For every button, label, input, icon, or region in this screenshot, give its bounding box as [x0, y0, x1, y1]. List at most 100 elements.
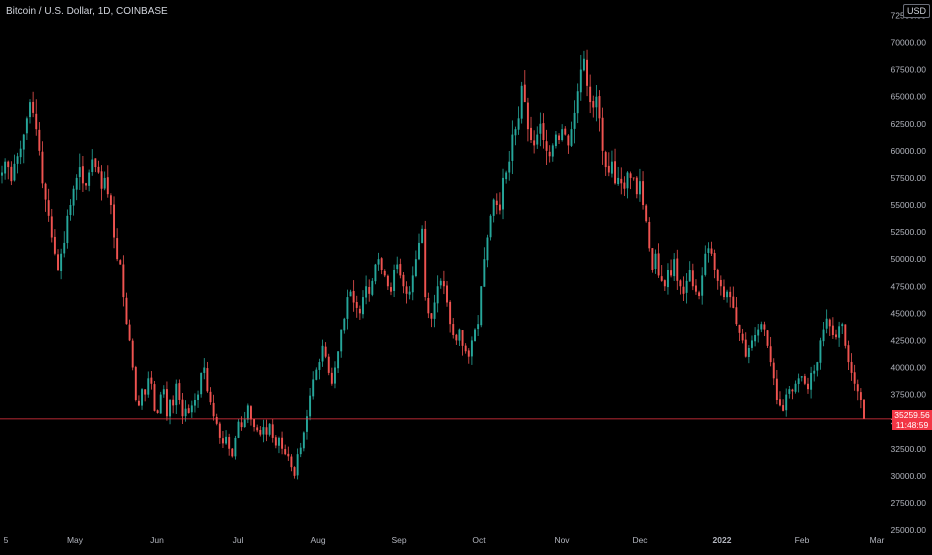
candle-body — [287, 453, 290, 457]
y-tick-label: 55000.00 — [891, 200, 927, 210]
bar-countdown: 11:48:59 — [895, 420, 929, 430]
candle-body — [794, 383, 797, 392]
candle-body — [604, 152, 607, 168]
candle-body — [225, 436, 228, 444]
candle-body — [722, 286, 725, 298]
candle-body — [576, 91, 579, 114]
candle-body — [134, 367, 137, 400]
candle-body — [271, 424, 274, 438]
y-tick-label: 67500.00 — [891, 65, 927, 75]
candle-body — [334, 367, 336, 384]
candle-body — [558, 135, 560, 140]
currency-selector-button[interactable]: USD — [903, 4, 931, 18]
candle-body — [181, 399, 184, 417]
candle-body — [203, 367, 206, 373]
candle-body — [91, 159, 94, 173]
candle-body — [277, 437, 280, 446]
candle-body — [539, 123, 542, 134]
candle-body — [542, 123, 545, 140]
candle-body — [766, 330, 769, 346]
candle-body — [352, 290, 355, 303]
candle-body — [125, 297, 128, 325]
current-price-value: 35259.56 — [894, 410, 930, 420]
candle-body — [159, 394, 162, 414]
candle-body — [306, 416, 308, 432]
candle-body — [617, 177, 620, 185]
candle-body — [744, 339, 747, 357]
candle-body — [698, 292, 701, 296]
candle-body — [632, 177, 635, 179]
candle-body — [595, 96, 598, 108]
candle-body — [296, 454, 299, 476]
candle-body — [209, 391, 212, 403]
candle-body — [402, 274, 405, 287]
candle-body — [470, 340, 473, 357]
candle-body — [477, 324, 480, 330]
candle-body — [430, 313, 433, 319]
candle-body — [467, 350, 470, 357]
candle-body — [165, 389, 168, 417]
candle-body — [838, 326, 841, 338]
x-tick-label: Aug — [310, 535, 325, 545]
x-tick-label: Jul — [233, 535, 244, 545]
candle-body — [237, 421, 240, 438]
candle-body — [657, 253, 660, 276]
candle-body — [779, 399, 781, 406]
candle-body — [614, 161, 617, 184]
candle-body — [231, 448, 234, 457]
candle-body — [474, 329, 476, 342]
candle-body — [299, 447, 302, 455]
candle-body — [259, 429, 262, 435]
candle-body — [502, 177, 504, 210]
y-tick-label: 37500.00 — [891, 390, 927, 400]
candle-body — [548, 151, 551, 157]
candle-body — [442, 281, 445, 287]
candle-body — [103, 177, 106, 189]
candle-body — [377, 259, 380, 265]
candle-body — [601, 117, 604, 151]
candle-body — [464, 345, 467, 352]
y-tick-label: 65000.00 — [891, 92, 927, 102]
candle-body — [635, 177, 638, 195]
candle-body — [234, 437, 237, 457]
candle-body — [800, 376, 803, 378]
candle-body — [399, 264, 402, 276]
candle-body — [863, 399, 865, 419]
candle-body — [670, 270, 673, 276]
candle-body — [526, 102, 529, 130]
candle-body — [309, 395, 312, 417]
candle-body — [150, 377, 153, 384]
y-tick-label: 30000.00 — [891, 471, 927, 481]
y-tick-label: 62500.00 — [891, 119, 927, 129]
candle-body — [131, 340, 134, 368]
candle-body — [78, 167, 81, 178]
candle-body — [713, 253, 716, 270]
candle-body — [648, 221, 651, 249]
candle-body — [564, 128, 567, 135]
candle-body — [35, 113, 38, 130]
candle-body — [393, 270, 396, 291]
candle-body — [324, 346, 327, 357]
candle-body — [19, 148, 22, 158]
candle-body — [461, 330, 464, 346]
candle-body — [206, 368, 209, 392]
candle-body — [586, 59, 589, 86]
candle-body — [844, 324, 847, 346]
candle-body — [405, 286, 408, 294]
candle-body — [676, 258, 679, 281]
candle-body — [682, 286, 685, 294]
candle-body — [813, 370, 816, 374]
candle-body — [137, 400, 140, 406]
candle-body — [175, 383, 178, 406]
candle-body — [396, 264, 399, 270]
candle-body — [47, 200, 50, 216]
candle-body — [60, 253, 63, 271]
candle-body — [716, 269, 719, 281]
candle-body — [810, 372, 813, 390]
candle-body — [16, 156, 19, 164]
candle-body — [455, 334, 458, 341]
candle-body — [380, 258, 383, 270]
candle-body — [757, 329, 760, 336]
